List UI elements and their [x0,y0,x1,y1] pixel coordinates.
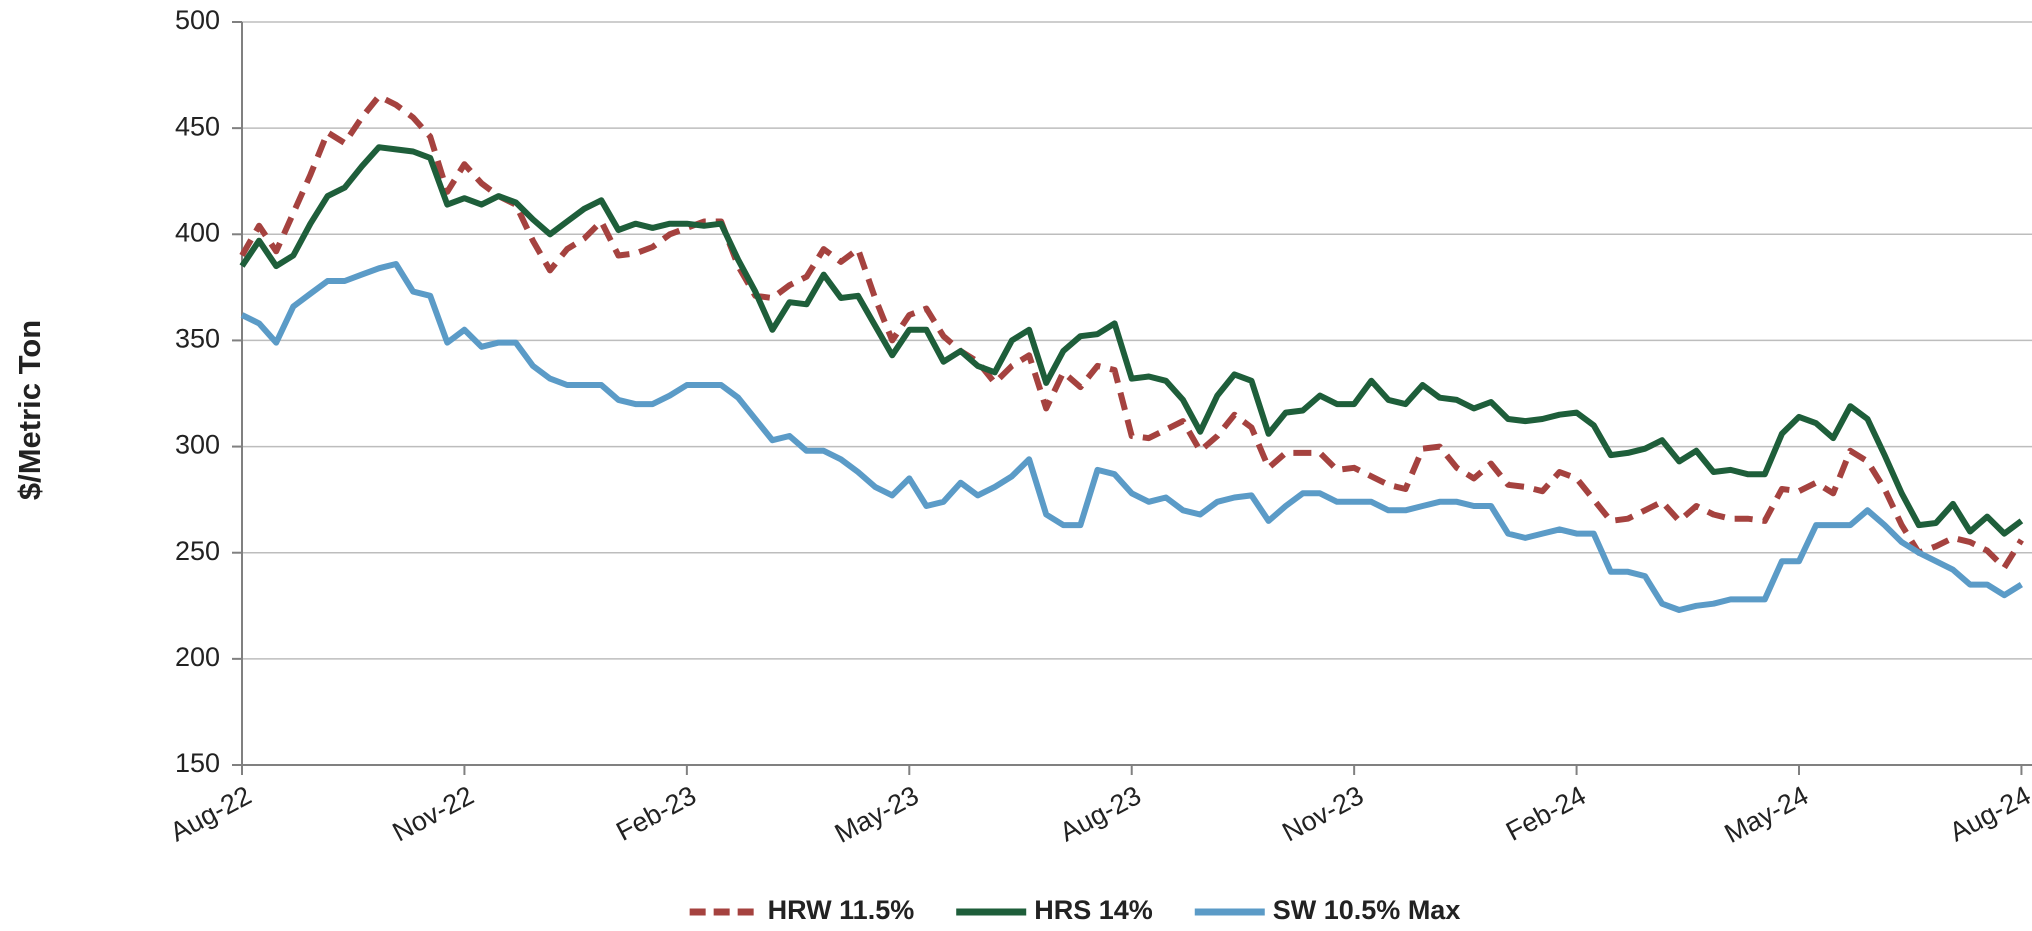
x-tick-label: May-23 [830,780,924,849]
x-tick-label: Nov-23 [1277,780,1368,847]
x-tick-label: Aug-24 [1945,780,2032,847]
legend-label: HRS 14% [1034,895,1153,925]
y-tick-label: 300 [175,430,220,460]
y-tick-label: 200 [175,642,220,672]
y-tick-label: 500 [175,5,220,35]
x-tick-label: Feb-23 [611,780,701,847]
series-line [239,93,2024,571]
x-tick-label: Aug-22 [165,780,256,847]
y-tick-label: 150 [175,748,220,778]
x-tick-label: Aug-23 [1055,780,1146,847]
legend-label: SW 10.5% Max [1273,895,1461,925]
series-line [239,144,2024,537]
y-tick-label: 400 [175,217,220,247]
x-tick-label: May-24 [1720,780,1814,849]
legend-label: HRW 11.5% [768,895,915,925]
y-tick-label: 450 [175,111,220,141]
x-tick-label: Nov-22 [388,780,479,847]
series-line [240,261,2023,613]
y-tick-label: 250 [175,536,220,566]
x-tick-label: Feb-24 [1501,780,1591,847]
y-tick-label: 350 [175,324,220,354]
y-axis-label: $/Metric Ton [12,320,47,500]
legend: HRW 11.5% HRS 14% SW 10.5% Max [689,895,1461,925]
